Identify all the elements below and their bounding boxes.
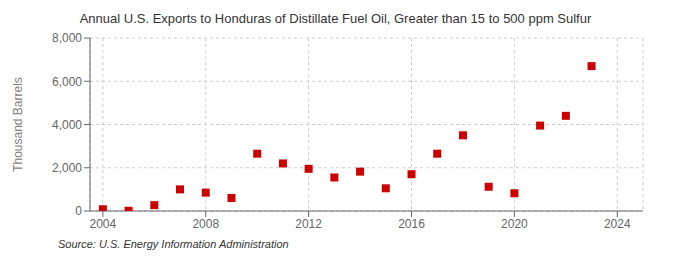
svg-text:2020: 2020: [501, 217, 528, 231]
html-text:Source: U.S. Energy Informatio: Source: U.S. Energy Information Administ…: [58, 238, 289, 250]
svg-text:2012: 2012: [295, 217, 322, 231]
svg-text:4,000: 4,000: [52, 118, 82, 132]
svg-text:6,000: 6,000: [52, 75, 82, 89]
svg-text:2024: 2024: [604, 217, 631, 231]
html-text:Annual U.S. Exports to Hondura: Annual U.S. Exports to Honduras of Disti…: [79, 11, 592, 26]
svg-text:2004: 2004: [90, 217, 117, 231]
svg-text:8,000: 8,000: [52, 31, 82, 45]
svg-text:2008: 2008: [192, 217, 219, 231]
svg-text:Thousand Barrels: Thousand Barrels: [11, 77, 25, 172]
svg-text:2016: 2016: [398, 217, 425, 231]
svg-text:2,000: 2,000: [52, 161, 82, 175]
svg-text:0: 0: [75, 204, 82, 218]
